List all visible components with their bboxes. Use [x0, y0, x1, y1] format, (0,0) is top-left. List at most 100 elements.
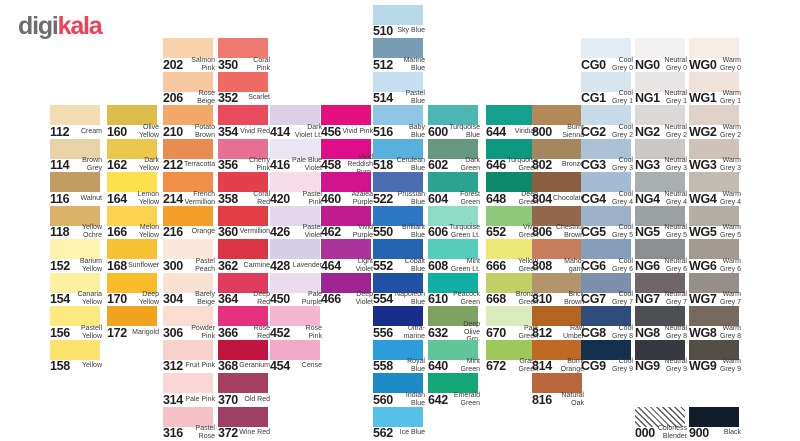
- color-cell-452: 452 Rose Pink: [270, 306, 322, 340]
- color-code: NG8: [635, 325, 660, 340]
- color-code: NG0: [635, 57, 660, 72]
- color-cell-514: 514 Pastel Blue: [373, 71, 425, 105]
- color-code: WG6: [689, 258, 717, 273]
- color-swatch: [270, 239, 320, 259]
- color-swatch: [635, 105, 685, 125]
- color-code: 216: [163, 225, 183, 239]
- color-swatch: [373, 239, 423, 259]
- color-cell-368: 368 Geranium: [218, 339, 270, 373]
- color-swatch: [486, 105, 536, 125]
- color-cell-CG2: CG2 Cool Grey 2: [581, 105, 633, 139]
- color-cell-804: 804 Chocolate: [532, 172, 585, 206]
- color-cell-354: 354 Vivid Red: [218, 105, 270, 139]
- color-code: 426: [270, 225, 290, 239]
- color-cell-160: 160 Olive Yellow: [107, 105, 159, 139]
- color-code: CG2: [581, 124, 606, 139]
- color-cell-816: 816 Natural Oak: [532, 373, 584, 407]
- color-cell-312: 312 Fruit Pink: [163, 339, 215, 373]
- color-swatch: [107, 239, 157, 259]
- color-code: 160: [107, 124, 127, 139]
- color-swatch: [321, 105, 371, 125]
- color-code: 356: [218, 158, 238, 172]
- color-cell-CG6: CG6 Cool Grey 6: [581, 239, 633, 273]
- color-code: 370: [218, 392, 238, 407]
- color-name: Deep Yellow: [139, 291, 159, 306]
- color-cell-CG8: CG8 Cool Grey 8: [581, 306, 633, 340]
- color-swatch: [373, 4, 423, 25]
- color-cell-356: 356 Cherry Pink: [218, 138, 270, 172]
- color-name: Potato Brown: [194, 123, 215, 139]
- color-swatch: [321, 205, 371, 226]
- color-name: Emerald Green: [453, 391, 480, 407]
- color-name: Pastel Blue: [405, 90, 425, 105]
- color-swatch: [689, 172, 739, 192]
- color-cell-646: 646 Turquoise Green: [486, 138, 538, 172]
- color-name: Mint Green: [460, 358, 480, 373]
- color-name: Yellow: [82, 362, 102, 370]
- color-code: NG4: [635, 191, 660, 206]
- color-name: Azalea Purple: [351, 190, 373, 206]
- color-cell-314: 314 Pale Pink: [163, 373, 215, 407]
- color-code: 416: [270, 158, 290, 172]
- color-name: Baby Blue: [409, 123, 425, 139]
- color-swatch: [581, 239, 631, 259]
- color-cell-554: 554 Napoleon Blue: [373, 272, 425, 306]
- color-swatch: [486, 205, 536, 226]
- color-cell-366: 366 Rose Red: [218, 306, 270, 340]
- color-name: Rose Beige: [197, 90, 215, 105]
- color-cell-608: 608 Mint Green Lt.: [428, 239, 480, 273]
- color-code: 206: [163, 91, 183, 105]
- color-name: Pastell Yellow: [80, 324, 102, 340]
- color-cell-CG0: CG0 Cool Grey 0: [581, 38, 633, 72]
- color-swatch: [218, 138, 268, 159]
- color-swatch: [107, 105, 157, 125]
- color-name: Cool Grey 6: [611, 257, 633, 273]
- color-cell-212: 212 Terracotta: [163, 138, 215, 172]
- color-code: 306: [163, 325, 183, 340]
- color-name: Brilliant Blue: [402, 224, 425, 239]
- color-code: 652: [486, 225, 506, 239]
- color-cell-CG3: CG3 Cool Grey 3: [581, 138, 633, 172]
- color-swatch: [532, 105, 582, 125]
- color-swatch: [163, 38, 213, 58]
- color-cell-522: 522 Prussian Blue: [373, 172, 425, 206]
- color-code: 514: [373, 91, 393, 105]
- color-swatch: [50, 172, 100, 192]
- color-name: Bronze: [561, 161, 584, 169]
- color-code: 516: [373, 124, 393, 139]
- color-swatch: [218, 272, 268, 293]
- color-name: Cool Grey 3: [611, 157, 633, 172]
- color-name: Chocolate: [553, 194, 585, 202]
- color-name: Brown Grey: [82, 157, 102, 172]
- color-cell-114: 114 Brown Grey: [50, 138, 102, 172]
- color-cell-670: 670 Pale Green: [486, 306, 538, 340]
- color-swatch: [321, 172, 371, 192]
- color-swatch: [532, 172, 582, 192]
- color-name: Sky Blue: [397, 27, 425, 35]
- color-swatch: [270, 306, 320, 326]
- color-swatch: [218, 205, 268, 226]
- color-code: 210: [163, 124, 183, 139]
- color-swatch: [218, 306, 268, 326]
- color-cell-WG0: WG0 Warm Grey 0: [689, 38, 741, 72]
- color-cell-516: 516 Baby Blue: [373, 105, 425, 139]
- color-cell-900: 900 Black: [689, 406, 741, 440]
- color-code: 668: [486, 292, 506, 306]
- color-swatch: [428, 239, 478, 259]
- color-swatch: [373, 105, 423, 125]
- color-code: 550: [373, 225, 393, 239]
- color-code: 354: [218, 124, 238, 139]
- color-cell-NG3: NG3 Neutral Grey 3: [635, 138, 687, 172]
- color-name: Marine Blue: [403, 56, 425, 72]
- color-code: 558: [373, 359, 393, 373]
- color-swatch: [218, 406, 268, 427]
- color-swatch: [163, 172, 213, 192]
- color-swatch: [163, 205, 213, 226]
- color-code: 806: [532, 225, 552, 239]
- color-name: Ultra- marine: [403, 324, 425, 340]
- color-name: Coral Red: [253, 190, 270, 206]
- color-swatch: [635, 205, 685, 226]
- color-cell-462: 462 Vivid Purple: [321, 205, 373, 239]
- color-swatch: [50, 339, 100, 360]
- color-cell-306: 306 Powder Pink: [163, 306, 215, 340]
